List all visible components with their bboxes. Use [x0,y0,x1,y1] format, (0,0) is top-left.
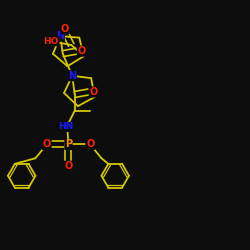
Text: O: O [89,87,98,97]
Text: HN: HN [58,122,74,132]
Text: HO: HO [44,37,59,46]
Text: O: O [64,161,72,171]
Text: O: O [61,24,69,34]
Text: N: N [56,31,64,41]
Text: P: P [65,140,72,149]
Text: O: O [86,140,94,149]
Text: O: O [42,140,51,149]
Text: O: O [78,46,86,56]
Text: N: N [68,71,76,81]
